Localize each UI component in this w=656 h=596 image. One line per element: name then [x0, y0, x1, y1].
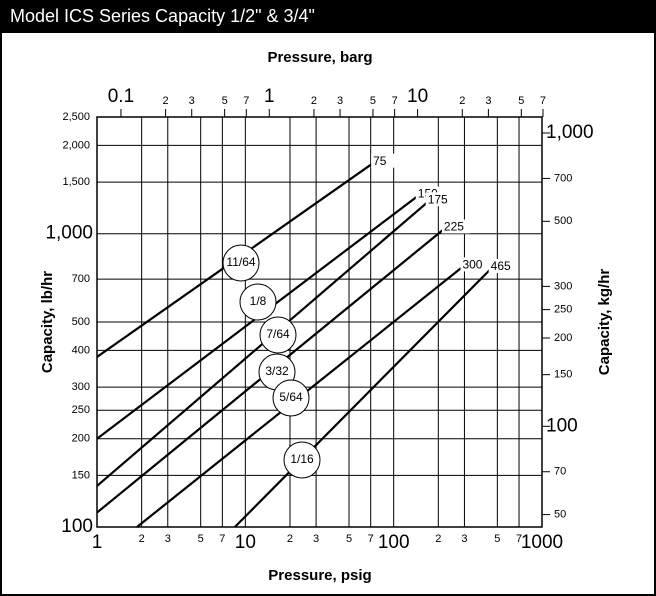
y-tick-label: 200 — [72, 433, 90, 445]
y2-tick-label: 200 — [554, 332, 572, 344]
y-tick-label: 1,500 — [62, 176, 90, 188]
end-label: 175 — [428, 192, 448, 206]
plot-frame — [96, 116, 543, 528]
y-tick-label: 700 — [72, 273, 90, 285]
y-tick-label: 300 — [72, 381, 90, 393]
x-tick-label: 3 — [165, 533, 171, 545]
chart-title: Model ICS Series Capacity 1/2" & 3/4" — [10, 6, 315, 26]
x2-tick-label: 3 — [189, 95, 195, 107]
end-label-bg — [460, 257, 489, 272]
y-tick-label: 2,000 — [62, 139, 90, 151]
end-label: 465 — [491, 259, 511, 273]
orifice-label: 3/32 — [265, 364, 289, 378]
header-bar — [0, 0, 656, 33]
orifice-circle — [259, 316, 297, 354]
x2-tick-label: 1 — [264, 86, 275, 107]
x2-tick-label: 7 — [243, 95, 249, 107]
orifice-label: 1/8 — [250, 294, 267, 308]
x-tick-label: 7 — [516, 533, 522, 545]
y2-tick-label: 250 — [554, 304, 572, 316]
x2-tick-label: 5 — [518, 95, 524, 107]
orifice-label: 11/64 — [226, 255, 255, 269]
y-tick-label: 150 — [72, 469, 90, 481]
x2-tick-label: 0.1 — [108, 86, 134, 107]
orifice-circle — [239, 283, 277, 321]
orifice-label: 1/16 — [290, 452, 314, 466]
orifice-circle — [272, 379, 310, 417]
y2-tick-label: 100 — [546, 415, 578, 436]
orifice-circle — [283, 441, 321, 479]
x2-tick-label: 2 — [163, 95, 169, 107]
orifice-circle — [222, 244, 260, 282]
x-tick-label: 5 — [346, 533, 352, 545]
y-tick-label: 2,500 — [62, 111, 90, 123]
x-tick-label: 7 — [219, 533, 225, 545]
x2-tick-label: 7 — [392, 95, 398, 107]
x2-tick-label: 3 — [485, 95, 491, 107]
end-label-bg — [441, 219, 470, 234]
x-tick-label: 5 — [494, 533, 500, 545]
orifice-line — [234, 266, 494, 528]
y-tick-label: 250 — [72, 404, 90, 416]
y2-tick-label: 700 — [554, 172, 572, 184]
y-tick-label: 100 — [61, 516, 93, 537]
x-tick-label: 7 — [368, 533, 374, 545]
x-tick-label: 100 — [378, 532, 410, 553]
x2-tick-label: 7 — [540, 95, 546, 107]
x-tick-label: 2 — [435, 533, 441, 545]
orifice-label: 7/64 — [266, 327, 290, 341]
y2-axis-title: Capacity, kg/hr — [596, 269, 613, 376]
x2-tick-label: 3 — [337, 95, 343, 107]
x-tick-label: 10 — [235, 532, 256, 553]
x-tick-label: 1000 — [521, 532, 563, 553]
y2-tick-label: 50 — [554, 509, 566, 521]
end-label-bg — [371, 153, 400, 168]
x-tick-label: 2 — [139, 533, 145, 545]
x2-axis-title: Pressure, barg — [267, 49, 372, 66]
end-label: 300 — [462, 258, 482, 272]
y2-tick-label: 300 — [554, 280, 572, 292]
x-tick-label: 2 — [287, 533, 293, 545]
y-tick-label: 400 — [72, 344, 90, 356]
y2-tick-label: 70 — [554, 466, 566, 478]
end-label-bg — [488, 259, 517, 274]
end-label: 75 — [373, 154, 387, 168]
x2-tick-label: 10 — [407, 86, 428, 107]
end-label: 225 — [444, 220, 464, 234]
y2-tick-label: 150 — [554, 369, 572, 381]
x-axis-title: Pressure, psig — [268, 567, 371, 584]
x-tick-label: 1 — [92, 532, 103, 553]
end-label-bg — [425, 192, 454, 207]
x-tick-label: 3 — [461, 533, 467, 545]
x-tick-label: 5 — [198, 533, 204, 545]
y2-tick-label: 500 — [554, 215, 572, 227]
x-tick-label: 3 — [313, 533, 319, 545]
y2-tick-label: 1,000 — [546, 122, 594, 143]
y-tick-label: 1,000 — [45, 223, 93, 244]
orifice-label: 5/64 — [279, 390, 303, 404]
x2-tick-label: 2 — [311, 95, 317, 107]
x2-tick-label: 2 — [459, 95, 465, 107]
x2-tick-label: 5 — [222, 95, 228, 107]
y-tick-label: 500 — [72, 316, 90, 328]
x2-tick-label: 5 — [370, 95, 376, 107]
y-axis-title: Capacity, lb/hr — [39, 271, 56, 373]
